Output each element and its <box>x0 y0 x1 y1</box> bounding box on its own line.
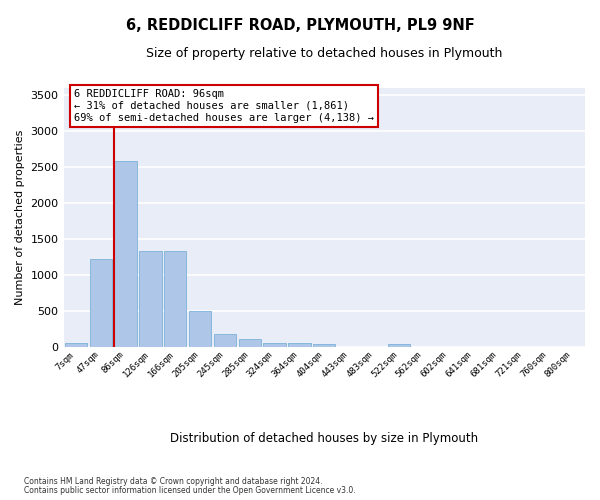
Bar <box>313 344 335 348</box>
Bar <box>263 344 286 347</box>
X-axis label: Distribution of detached houses by size in Plymouth: Distribution of detached houses by size … <box>170 432 478 445</box>
Y-axis label: Number of detached properties: Number of detached properties <box>15 130 25 306</box>
Text: 6, REDDICLIFF ROAD, PLYMOUTH, PL9 9NF: 6, REDDICLIFF ROAD, PLYMOUTH, PL9 9NF <box>125 18 475 32</box>
Bar <box>388 344 410 348</box>
Bar <box>239 340 261 347</box>
Bar <box>164 251 187 348</box>
Bar <box>189 312 211 348</box>
Text: Contains HM Land Registry data © Crown copyright and database right 2024.: Contains HM Land Registry data © Crown c… <box>24 477 323 486</box>
Bar <box>139 251 161 348</box>
Bar <box>288 344 311 347</box>
Title: Size of property relative to detached houses in Plymouth: Size of property relative to detached ho… <box>146 48 502 60</box>
Text: Contains public sector information licensed under the Open Government Licence v3: Contains public sector information licen… <box>24 486 356 495</box>
Bar <box>115 161 137 348</box>
Text: 6 REDDICLIFF ROAD: 96sqm
← 31% of detached houses are smaller (1,861)
69% of sem: 6 REDDICLIFF ROAD: 96sqm ← 31% of detach… <box>74 90 374 122</box>
Bar <box>89 258 112 348</box>
Bar <box>65 344 87 347</box>
Bar <box>214 334 236 347</box>
